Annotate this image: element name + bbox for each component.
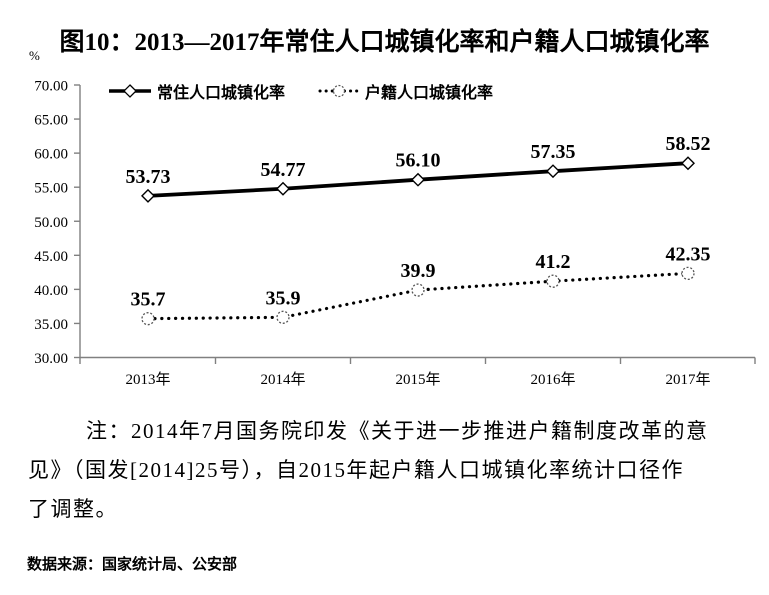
svg-text:2013年: 2013年 [125,371,170,388]
svg-text:57.35: 57.35 [531,141,576,163]
chart-title: 图10：2013—2017年常住人口城镇化率和户籍人口城镇化率 [59,29,710,56]
solid-diamond-line-icon [108,84,152,98]
svg-text:2014年: 2014年 [260,371,305,388]
line-chart-canvas: 30.00 35.00 40.00 45.00 50.00 55.00 60.00 65.00… [34,79,756,388]
svg-text:35.9: 35.9 [266,287,301,309]
svg-text:2016年: 2016年 [530,371,575,388]
svg-text:70.00: 70.00 [34,79,68,95]
svg-text:2017年: 2017年 [665,371,710,388]
svg-text:56.10: 56.10 [396,150,441,172]
svg-text:35.7: 35.7 [131,289,166,311]
footnote-line: 见》（国发[2014]25号），自2015年起户籍人口城镇化率统计口径作 [28,458,684,482]
svg-text:60.00: 60.00 [34,147,68,163]
dotted-circle-line-icon [318,84,360,98]
svg-text:50.00: 50.00 [34,215,68,231]
legend-hukou-urbanization: 户籍人口城镇化率 [318,79,493,103]
data-source-line: 数据来源：国家统计局、公安部 [27,556,238,573]
legend-hukou-label: 户籍人口城镇化率 [365,85,494,102]
svg-text:35.00: 35.00 [34,317,68,333]
footnote-line: 注：2014年7月国务院印发《关于进一步推进户籍制度改革的意 [86,419,709,443]
svg-text:40.00: 40.00 [34,283,68,299]
svg-text:55.00: 55.00 [34,181,68,197]
svg-text:45.00: 45.00 [34,249,68,265]
footnote-line: 了调整。 [28,497,118,521]
svg-text:30.00: 30.00 [34,351,68,367]
footnote: 注：2014年7月国务院印发《关于进一步推进户籍制度改革的意 见》（国发[201… [28,412,744,529]
svg-text:41.2: 41.2 [536,251,571,273]
svg-text:39.9: 39.9 [401,260,436,282]
legend-resident-label: 常住人口城镇化率 [157,85,286,102]
svg-text:42.35: 42.35 [666,243,711,265]
svg-text:2015年: 2015年 [395,371,440,388]
svg-text:65.00: 65.00 [34,113,68,129]
y-axis-unit-label: % [29,48,40,63]
svg-text:53.73: 53.73 [126,166,171,188]
legend-resident-urbanization: 常住人口城镇化率 [108,79,285,103]
svg-text:54.77: 54.77 [261,159,306,181]
svg-text:58.52: 58.52 [666,133,711,155]
